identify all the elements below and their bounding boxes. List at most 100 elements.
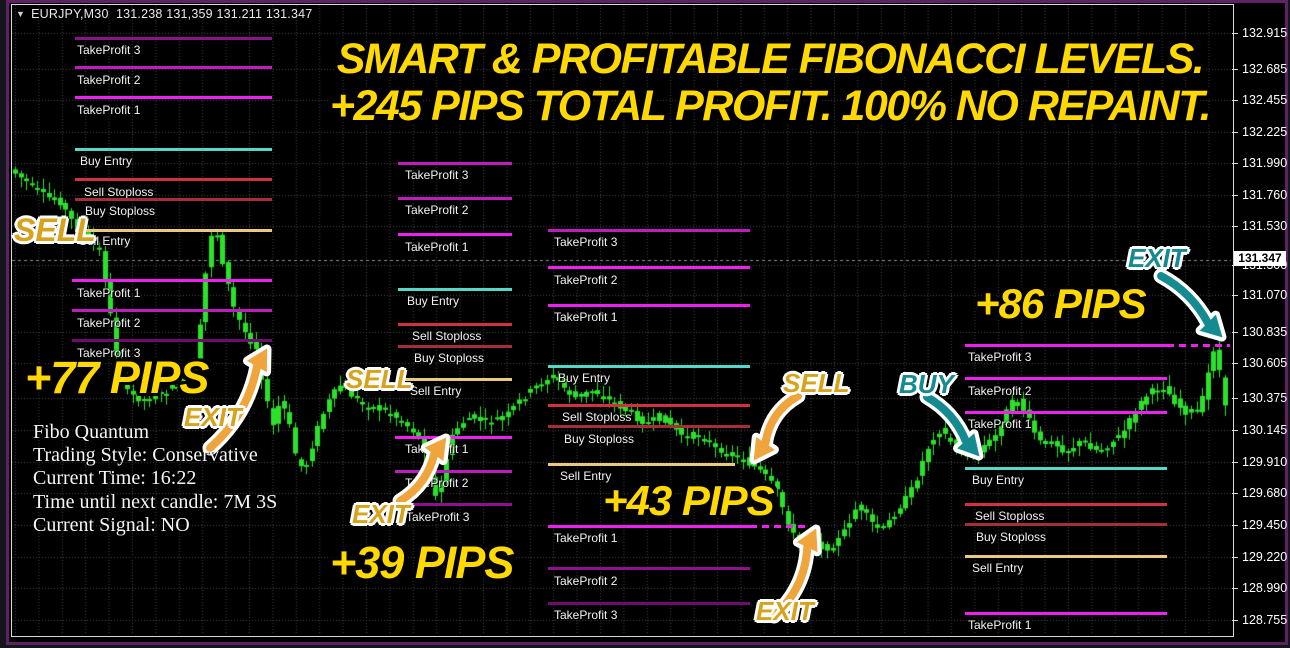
axis-tick-label: 129.450 — [1242, 518, 1288, 532]
symbol-timeframe-label: EURJPY,M30 — [31, 7, 109, 21]
axis-tick-mark — [1232, 132, 1238, 133]
level-label: Sell Stoploss — [412, 329, 482, 343]
pips-callout: +39 PIPS — [330, 537, 514, 588]
axis-tick-label: 129.220 — [1242, 550, 1288, 564]
level-line-takeprofit-1[interactable] — [395, 436, 512, 439]
axis-tick-label: 130.605 — [1242, 356, 1288, 370]
badge-exit: EXIT — [1128, 243, 1186, 273]
axis-tick-mark — [1232, 620, 1238, 621]
level-line-takeprofit-2[interactable] — [75, 66, 272, 69]
axis-tick-label: 128.990 — [1242, 581, 1288, 595]
level-label: TakeProfit 2 — [968, 384, 1032, 398]
badge-sell: SELL — [14, 212, 96, 248]
axis-tick-mark — [1232, 100, 1238, 101]
level-label: TakeProfit 2 — [77, 316, 141, 330]
axis-tick-mark — [1232, 33, 1238, 34]
axis-tick-mark — [1232, 226, 1238, 227]
axis-tick-mark — [1232, 363, 1238, 364]
axis-tick-mark — [1232, 195, 1238, 196]
level-label: TakeProfit 1 — [77, 103, 141, 117]
axis-tick-mark — [1232, 430, 1238, 431]
level-label: Sell Entry — [79, 234, 131, 248]
pips-callout: +43 PIPS — [603, 477, 775, 524]
level-line-buy-stoploss[interactable] — [398, 345, 512, 348]
axis-tick-label: 131.760 — [1242, 188, 1288, 202]
axis-tick-label: 132.915 — [1242, 26, 1288, 40]
level-line-takeprofit-1[interactable] — [398, 233, 512, 236]
level-line-sell-stoploss[interactable] — [75, 178, 272, 181]
axis-tick-mark — [1232, 163, 1238, 164]
level-line-takeprofit-3[interactable] — [548, 602, 750, 605]
promo-headline-line2: +245 PIPS TOTAL PROFIT. 100% NO REPAINT. — [329, 82, 1212, 130]
level-line-takeprofit-2[interactable] — [395, 470, 512, 473]
level-line-dashed-extension — [750, 525, 806, 528]
level-line-buy-entry[interactable] — [398, 288, 512, 291]
axis-tick-mark — [1232, 69, 1238, 70]
level-line-buy-stoploss[interactable] — [75, 198, 272, 201]
axis-tick-label: 130.375 — [1242, 391, 1288, 405]
pips-callout: +86 PIPS — [975, 280, 1147, 327]
level-line-takeprofit-2[interactable] — [548, 567, 750, 570]
level-label: Buy Entry — [558, 371, 611, 385]
level-line-takeprofit-3[interactable] — [395, 503, 512, 506]
indicator-info-panel: Fibo Quantum Trading Style: Conservative C… — [33, 421, 277, 537]
ohlc-values: 131.238 131,359 131.211 131.347 — [115, 7, 313, 21]
level-label: TakeProfit 2 — [554, 273, 618, 287]
level-line-buy-entry[interactable] — [548, 365, 750, 368]
plot-border — [11, 4, 1234, 637]
level-line-takeprofit-1[interactable] — [75, 96, 272, 99]
level-label: TakeProfit 1 — [968, 618, 1032, 632]
symbol-dropdown-icon[interactable]: ▼ — [16, 9, 26, 19]
level-line-sell-stoploss[interactable] — [965, 503, 1167, 506]
level-line-takeprofit-3[interactable] — [548, 229, 750, 232]
level-line-buy-entry[interactable] — [965, 467, 1167, 470]
level-label: TakeProfit 3 — [77, 43, 141, 57]
level-line-sell-entry[interactable] — [75, 229, 272, 232]
level-line-takeprofit-2[interactable] — [398, 197, 512, 200]
level-label: Buy Stoploss — [85, 204, 156, 218]
level-line-sell-entry[interactable] — [548, 463, 735, 466]
level-label: Sell Entry — [560, 469, 612, 483]
level-label: Buy Entry — [407, 294, 460, 308]
axis-tick-mark — [1232, 588, 1238, 589]
level-line-takeprofit-3[interactable] — [965, 344, 1167, 347]
price-axis[interactable]: 132.915 132.685 132.455 132.225 131.990 131.7… — [1232, 4, 1288, 635]
current-price-box: 131.347 — [1234, 251, 1286, 266]
axis-tick-label: 131.070 — [1242, 288, 1288, 302]
level-line-takeprofit-1[interactable] — [965, 411, 1167, 414]
level-line-buy-stoploss[interactable] — [548, 425, 750, 428]
level-line-takeprofit-1[interactable] — [965, 612, 1167, 615]
info-panel-line: Fibo Quantum — [33, 421, 150, 443]
level-label: Buy Stoploss — [976, 530, 1047, 544]
axis-tick-mark — [1232, 525, 1238, 526]
level-line-sell-stoploss[interactable] — [548, 404, 750, 407]
level-line-takeprofit-1[interactable] — [548, 525, 750, 528]
level-line-sell-entry[interactable] — [398, 378, 512, 381]
level-line-takeprofit-2[interactable] — [72, 309, 272, 312]
level-line-takeprofit-1[interactable] — [72, 279, 272, 282]
level-line-sell-entry[interactable] — [965, 555, 1167, 558]
level-line-takeprofit-3[interactable] — [75, 37, 272, 40]
level-line-takeprofit-2[interactable] — [965, 377, 1167, 380]
level-label: Sell Stoploss — [975, 509, 1045, 523]
level-line-takeprofit-2[interactable] — [548, 266, 750, 269]
level-line-sell-stoploss[interactable] — [398, 323, 512, 326]
level-label: Sell Entry — [972, 561, 1024, 575]
level-line-buy-stoploss[interactable] — [965, 523, 1167, 526]
badge-exit: EXIT — [184, 402, 242, 432]
level-line-takeprofit-3[interactable] — [398, 162, 512, 165]
level-line-takeprofit-3[interactable] — [72, 339, 272, 342]
level-line-buy-entry[interactable] — [75, 148, 272, 151]
level-line-dashed-extension — [1167, 344, 1230, 347]
axis-tick-label: 131.530 — [1242, 219, 1288, 233]
level-label: TakeProfit 3 — [406, 510, 470, 524]
badge-sell: SELL — [783, 368, 850, 398]
level-label: TakeProfit 2 — [77, 73, 141, 87]
level-label: TakeProfit 2 — [405, 476, 469, 490]
axis-tick-label: 129.910 — [1242, 455, 1288, 469]
axis-tick-label: 128.755 — [1242, 613, 1288, 627]
axis-tick-mark — [1232, 493, 1238, 494]
level-line-takeprofit-1[interactable] — [548, 304, 750, 307]
